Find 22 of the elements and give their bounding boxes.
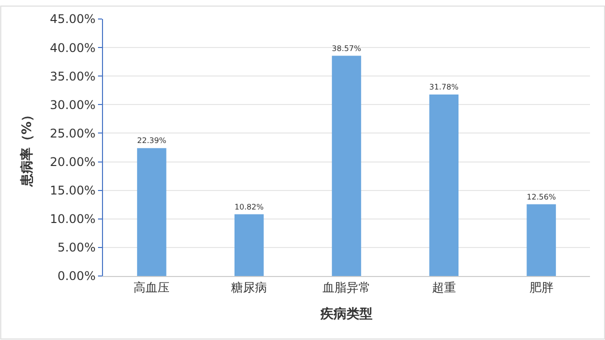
y-tick-label: 15.00% bbox=[50, 184, 96, 198]
x-tick-label: 血脂异常 bbox=[322, 280, 370, 294]
x-tick-label: 糖尿病 bbox=[231, 280, 268, 294]
bar bbox=[234, 214, 264, 276]
y-tick-label: 10.00% bbox=[50, 212, 96, 226]
bar bbox=[429, 94, 459, 276]
y-tick-label: 35.00% bbox=[50, 69, 96, 84]
x-tick-label: 肥胖 bbox=[529, 280, 554, 294]
y-tick-label: 40.00% bbox=[50, 40, 96, 55]
y-tick-label: 20.00% bbox=[50, 154, 96, 169]
y-tick-label: 25.00% bbox=[50, 126, 96, 140]
bar bbox=[526, 204, 556, 276]
x-tick-label: 超重 bbox=[432, 280, 456, 294]
bar bbox=[137, 148, 166, 276]
y-tick-label: 30.00% bbox=[50, 98, 96, 112]
y-tick-label: 5.00% bbox=[57, 240, 96, 255]
y-tick-label: 45.00% bbox=[50, 12, 96, 26]
x-tick-label: 高血压 bbox=[134, 280, 170, 294]
y-axis-title: 患病率（%） bbox=[18, 108, 35, 188]
bar bbox=[332, 56, 362, 276]
x-axis-title: 疾病类型 bbox=[320, 306, 372, 322]
y-tick-label: 0.00% bbox=[57, 269, 96, 284]
